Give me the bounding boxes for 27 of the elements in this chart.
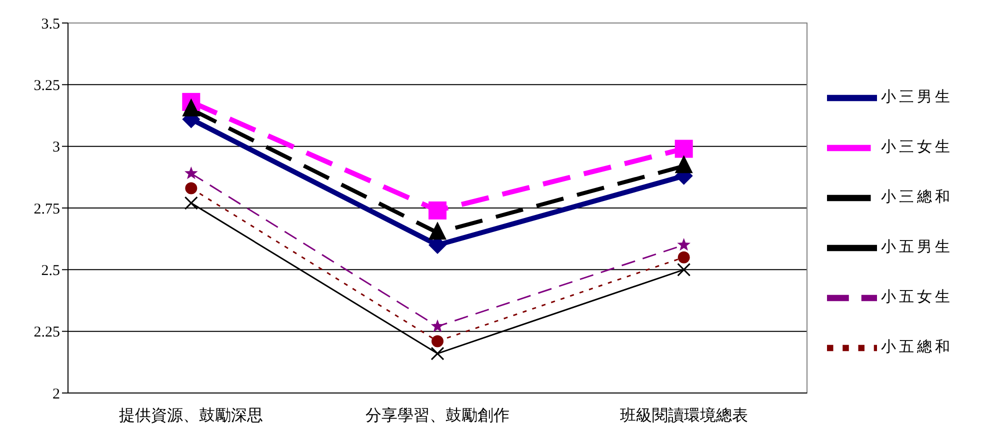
legend-label: 小三總和 <box>881 189 953 206</box>
point <box>677 238 690 251</box>
y-tick-label: 2.5 <box>41 262 60 279</box>
point <box>185 182 198 194</box>
point <box>678 251 690 264</box>
point <box>430 319 444 332</box>
point <box>430 346 444 360</box>
y-tick-label: 3 <box>52 140 60 156</box>
point <box>674 140 693 158</box>
y-tick-label: 3.25 <box>34 78 60 94</box>
legend-label: 小三女生 <box>881 139 953 156</box>
point <box>677 262 691 276</box>
x-tick-label: 提供資源、鼓勵深思 <box>119 406 264 424</box>
legend-label: 小五男生 <box>881 239 953 256</box>
x-tick-label: 班級閱讀環境總表 <box>620 406 748 424</box>
legend-label: 小五女生 <box>881 289 953 306</box>
y-tick-label: 2 <box>52 386 60 402</box>
point <box>184 166 198 180</box>
legend-label: 小五總和 <box>881 339 953 356</box>
legend-label: 小三男生 <box>881 89 953 106</box>
point <box>428 201 446 220</box>
point <box>432 335 444 348</box>
x-tick-label: 分享學習、鼓勵創作 <box>366 406 510 424</box>
y-tick-label: 2.25 <box>34 324 60 341</box>
y-tick-label: 2.75 <box>34 201 60 218</box>
point <box>184 196 198 210</box>
y-tick-label: 3.5 <box>41 16 60 32</box>
